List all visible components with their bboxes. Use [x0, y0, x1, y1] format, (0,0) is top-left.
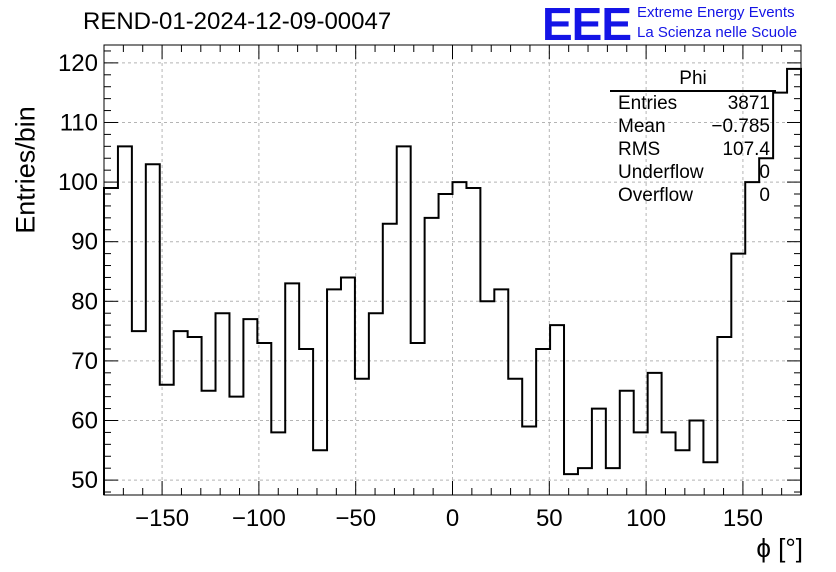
histogram-bin	[439, 194, 453, 495]
histogram-bin	[620, 391, 634, 495]
x-tick-label: 50	[536, 505, 563, 532]
histogram-bin	[118, 146, 132, 495]
logo-caption: Extreme Energy Events La Scienza nelle S…	[637, 3, 797, 43]
y-axis-label-text: Entries/bin	[10, 106, 41, 234]
x-tick-label: 150	[723, 505, 763, 532]
histogram-bin	[648, 373, 662, 495]
histogram-bin	[564, 474, 578, 495]
histogram-bin	[634, 432, 648, 495]
histogram-bin	[271, 432, 285, 495]
x-tick-label: 100	[626, 505, 666, 532]
histogram-bin	[606, 468, 620, 495]
histogram-bin	[369, 313, 383, 495]
histogram-bin	[216, 313, 230, 495]
stats-row-entries: Entries 3871	[610, 92, 776, 115]
histogram-bin	[453, 182, 467, 495]
histogram-bin	[494, 289, 508, 495]
histogram-bin	[703, 462, 717, 495]
histogram-bin	[299, 349, 313, 495]
histogram-bin	[160, 385, 174, 495]
histogram-bin	[787, 69, 801, 495]
histogram-bin	[104, 188, 118, 495]
x-tick-label: −100	[232, 505, 286, 532]
stats-title: Phi	[610, 68, 776, 92]
logo-line-1: Extreme Energy Events	[637, 4, 795, 21]
stats-box: Phi Entries 3871 Mean −0.785 RMS 107.4 Unde…	[610, 68, 776, 207]
histogram-bin	[383, 224, 397, 495]
stats-value: 0	[759, 162, 770, 183]
histogram-bin	[536, 349, 550, 495]
histogram-bin	[188, 337, 202, 495]
histogram-bin	[257, 343, 271, 495]
histogram-bin	[229, 397, 243, 495]
histogram-bin	[522, 426, 536, 495]
x-axis-label: ϕ [°]	[756, 533, 803, 563]
y-axis-label: Entries/bin	[6, 106, 46, 234]
stats-value: 0	[759, 185, 770, 206]
y-tick-label: 100	[58, 169, 98, 196]
histogram-bin	[355, 379, 369, 495]
x-tick-label: 0	[446, 505, 459, 532]
histogram-bin	[480, 301, 494, 495]
stats-value: −0.785	[711, 116, 770, 137]
histogram-bin	[174, 331, 188, 495]
stats-key: Entries	[618, 93, 678, 114]
plot-title: REND-01-2024-12-09-00047	[83, 8, 392, 35]
stats-key: Overflow	[618, 185, 693, 206]
histogram-bin	[731, 254, 745, 495]
stats-row-rms: RMS 107.4	[610, 138, 776, 161]
histogram-bin	[662, 432, 676, 495]
y-tick-label: 120	[58, 50, 98, 77]
histogram-bin	[132, 331, 146, 495]
x-tick-label: −50	[335, 505, 376, 532]
plot-frame	[103, 44, 802, 496]
stats-key: Mean	[618, 116, 666, 137]
y-tick-label: 110	[60, 109, 98, 136]
histogram-bin	[313, 450, 327, 495]
histogram-bin	[717, 337, 731, 495]
histogram-bin	[745, 182, 759, 495]
histogram-bin	[411, 343, 425, 495]
y-tick-label: 80	[71, 288, 98, 315]
histogram-bin	[146, 164, 160, 495]
eee-logo: EEE	[542, 0, 632, 50]
stats-row-underflow: Underflow 0	[610, 161, 776, 184]
histogram-bin	[689, 420, 703, 495]
histogram-bin	[759, 158, 773, 495]
stats-key: Underflow	[618, 162, 704, 183]
histogram-bin	[425, 218, 439, 495]
logo-line-2: La Scienza nelle Scuole	[637, 24, 798, 41]
stats-row-mean: Mean −0.785	[610, 115, 776, 138]
histogram-bin	[466, 188, 480, 495]
histogram-outline	[103, 67, 802, 495]
histogram-bin	[550, 325, 564, 495]
histogram-bin	[578, 468, 592, 495]
histogram-bin	[676, 450, 690, 495]
histogram-bin	[397, 146, 411, 495]
histogram-bin	[508, 379, 522, 495]
y-tick-label: 50	[71, 467, 98, 494]
histogram-bin	[327, 289, 341, 495]
histogram-bin	[202, 391, 216, 495]
stats-row-overflow: Overflow 0	[610, 184, 776, 207]
x-tick-label: −150	[135, 505, 189, 532]
stats-key: RMS	[618, 139, 661, 160]
stats-value: 3871	[727, 93, 770, 114]
histogram-bin	[341, 277, 355, 495]
y-tick-label: 70	[71, 348, 98, 375]
histogram-bin	[243, 319, 257, 495]
histogram-bin	[592, 409, 606, 495]
y-tick-label: 90	[71, 229, 98, 256]
stats-value: 107.4	[722, 139, 770, 160]
histogram-bin	[285, 283, 299, 495]
y-tick-label: 60	[71, 407, 98, 434]
